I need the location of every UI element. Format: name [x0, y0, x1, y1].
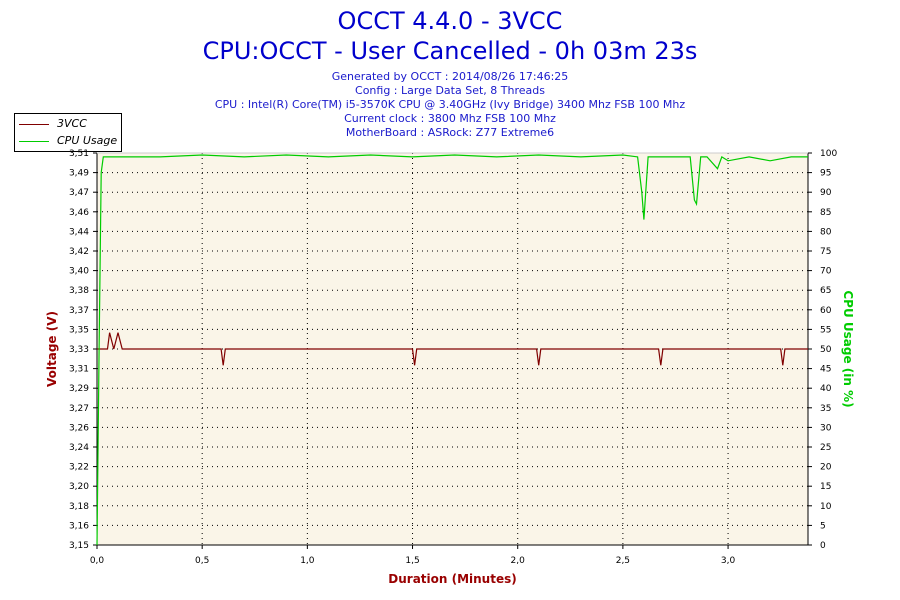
- y-tick-label: 3,16: [69, 521, 89, 531]
- y-tick-label: 3,38: [69, 286, 89, 296]
- y-tick-label: 3,44: [69, 227, 89, 237]
- y2-tick-label: 90: [820, 188, 832, 198]
- y2-tick-label: 50: [820, 345, 832, 355]
- y-tick-label: 3,46: [69, 208, 89, 218]
- y-tick-label: 3,47: [69, 188, 89, 198]
- y-tick-label: 3,29: [69, 384, 89, 394]
- y-tick-label: 3,22: [69, 463, 89, 473]
- legend-label-cpu-usage: CPU Usage: [57, 134, 118, 147]
- chart-title: OCCT 4.4.0 - 3VCC: [337, 7, 563, 35]
- info-line-motherboard: MotherBoard : ASRock: Z77 Extreme6: [345, 126, 555, 139]
- y2-tick-label: 85: [820, 208, 831, 218]
- x-tick-label: 2,5: [616, 556, 630, 566]
- y-tick-label: 3,33: [69, 345, 89, 355]
- x-tick-label: 3,0: [721, 556, 736, 566]
- y-tick-label: 3,27: [69, 404, 89, 414]
- y2-tick-label: 0: [820, 541, 826, 551]
- y-tick-label: 3,15: [69, 541, 89, 551]
- info-line-clock: Current clock : 3800 Mhz FSB 100 Mhz: [344, 112, 556, 125]
- info-line-cpu: CPU : Intel(R) Core(TM) i5-3570K CPU @ 3…: [214, 98, 686, 111]
- series-line-cpu-usage: [96, 154, 808, 546]
- chart-subtitle: CPU:OCCT - User Cancelled - 0h 03m 23s: [202, 37, 698, 65]
- y-tick-label: 3,31: [69, 365, 89, 375]
- y2-tick-label: 25: [820, 443, 831, 453]
- y2-tick-label: 35: [820, 404, 831, 414]
- x-axis-title: Duration (Minutes): [388, 572, 517, 586]
- legend-swatch-3vcc: [19, 124, 49, 125]
- y-tick-label: 3,51: [69, 149, 89, 159]
- y2-tick-label: 15: [820, 482, 831, 492]
- y-tick-label: 3,42: [69, 247, 89, 257]
- y2-tick-label: 40: [820, 384, 832, 394]
- y-tick-label: 3,40: [69, 267, 89, 277]
- y-tick-label: 3,26: [69, 423, 89, 433]
- y-tick-label: 3,18: [69, 502, 89, 512]
- y2-tick-label: 30: [820, 423, 832, 433]
- y2-tick-label: 55: [820, 325, 831, 335]
- x-tick-label: 1,5: [405, 556, 419, 566]
- info-line-generated: Generated by OCCT : 2014/08/26 17:46:25: [331, 70, 569, 83]
- y2-tick-label: 100: [820, 149, 837, 159]
- y2-axis-title: CPU Usage (in %): [841, 290, 855, 408]
- info-line-config: Config : Large Data Set, 8 Threads: [355, 84, 545, 97]
- series-line-3vcc: [97, 332, 808, 366]
- series: [96, 154, 808, 546]
- y-tick-label: 3,20: [69, 482, 89, 492]
- y2-tick-label: 80: [820, 227, 832, 237]
- y2-tick-label: 20: [820, 463, 832, 473]
- legend-swatch-cpu-usage: [19, 141, 49, 142]
- y2-tick-label: 95: [820, 169, 831, 179]
- y-axis-title: Voltage (V): [45, 311, 59, 387]
- x-tick-label: 0,5: [195, 556, 209, 566]
- legend-label-3vcc: 3VCC: [57, 117, 87, 130]
- y2-tick-label: 45: [820, 365, 831, 375]
- y-tick-label: 3,35: [69, 325, 89, 335]
- y2-tick-label: 75: [820, 247, 831, 257]
- y2-tick-label: 65: [820, 286, 831, 296]
- y-tick-label: 3,49: [69, 169, 89, 179]
- ticks: 3,15 3,16 3,18 3,20 3,22 3,24 3,26 3,27 3,29 3,31…: [69, 149, 837, 566]
- y2-tick-label: 70: [820, 267, 832, 277]
- x-tick-label: 1,0: [300, 556, 315, 566]
- y-tick-label: 3,37: [69, 306, 89, 316]
- y-tick-label: 3,24: [69, 443, 89, 453]
- x-tick-label: 2,0: [511, 556, 526, 566]
- y2-tick-label: 60: [820, 306, 832, 316]
- x-tick-label: 0,0: [90, 556, 105, 566]
- legend: 3VCC CPU Usage: [14, 113, 122, 152]
- y2-tick-label: 10: [820, 502, 832, 512]
- y2-tick-label: 5: [820, 521, 826, 531]
